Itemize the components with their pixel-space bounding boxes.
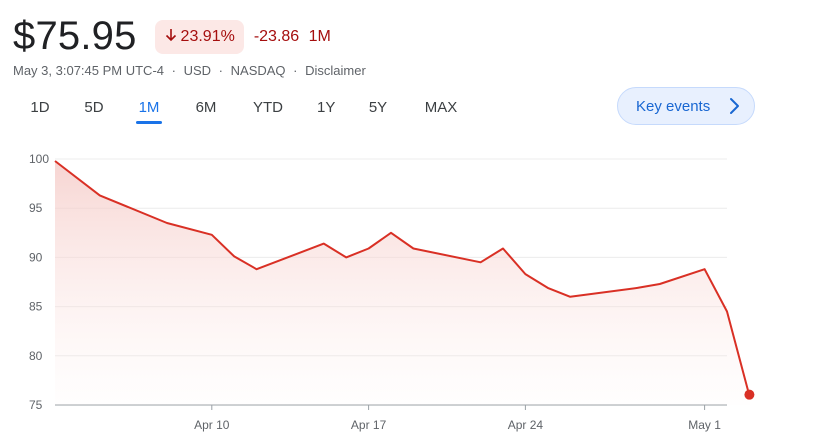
key-events-label: Key events: [636, 97, 711, 115]
y-tick-label: 80: [29, 349, 43, 363]
tab-1m[interactable]: 1M: [136, 94, 162, 124]
absolute-change: -23.86 1M: [254, 28, 331, 46]
exchange: NASDAQ: [230, 63, 286, 78]
percent-change-value: 23.91%: [180, 28, 235, 45]
tab-5y[interactable]: 5Y: [368, 94, 388, 122]
tab-label: 1M: [138, 99, 160, 116]
x-tick-label: May 1: [688, 418, 721, 432]
period-label: 1M: [308, 28, 331, 45]
tab-max[interactable]: MAX: [423, 94, 459, 122]
tab-1d[interactable]: 1D: [30, 94, 50, 122]
tab-label: 5Y: [368, 99, 388, 116]
tab-5d[interactable]: 5D: [83, 94, 105, 122]
y-tick-label: 95: [29, 201, 43, 215]
quote-header: $75.95 23.91% -23.86 1M: [13, 14, 331, 58]
arrow-down-icon: [164, 28, 178, 47]
tab-label: 1D: [30, 99, 50, 116]
meta-separator: ·: [171, 63, 176, 78]
y-tick-label: 85: [29, 300, 43, 314]
tab-label: 6M: [195, 99, 217, 116]
tab-1y[interactable]: 1Y: [317, 94, 335, 122]
chevron-right-icon: [728, 97, 740, 119]
price-area-fill: [55, 161, 750, 405]
key-events-button[interactable]: Key events: [617, 87, 755, 125]
percent-change-badge: 23.91%: [154, 20, 244, 54]
tab-label: 1Y: [317, 99, 336, 116]
last-price-marker: [744, 389, 755, 400]
y-tick-label: 75: [29, 398, 43, 412]
tab-label: 5D: [84, 99, 104, 116]
tab-6m[interactable]: 6M: [194, 94, 218, 122]
price-line: [54, 160, 751, 396]
meta-separator: ·: [293, 63, 298, 78]
current-price: $75.95: [13, 14, 137, 58]
y-tick-label: 100: [29, 152, 49, 166]
meta-separator: ·: [218, 63, 224, 78]
x-tick-label: Apr 24: [508, 418, 544, 432]
quote-meta: May 3, 3:07:45 PM UTC-4 · USD · NASDAQ ·…: [13, 63, 366, 78]
absolute-change-value: -23.86: [253, 28, 300, 45]
timestamp: May 3, 3:07:45 PM UTC-4: [13, 63, 164, 78]
tab-label: YTD: [253, 99, 283, 116]
x-tick-label: Apr 10: [194, 418, 230, 432]
x-tick-label: Apr 17: [351, 418, 387, 432]
tab-label: MAX: [424, 99, 458, 116]
currency: USD: [183, 63, 212, 78]
disclaimer-link[interactable]: Disclaimer: [305, 63, 366, 78]
y-tick-label: 90: [29, 250, 43, 264]
tab-ytd[interactable]: YTD: [252, 94, 284, 122]
